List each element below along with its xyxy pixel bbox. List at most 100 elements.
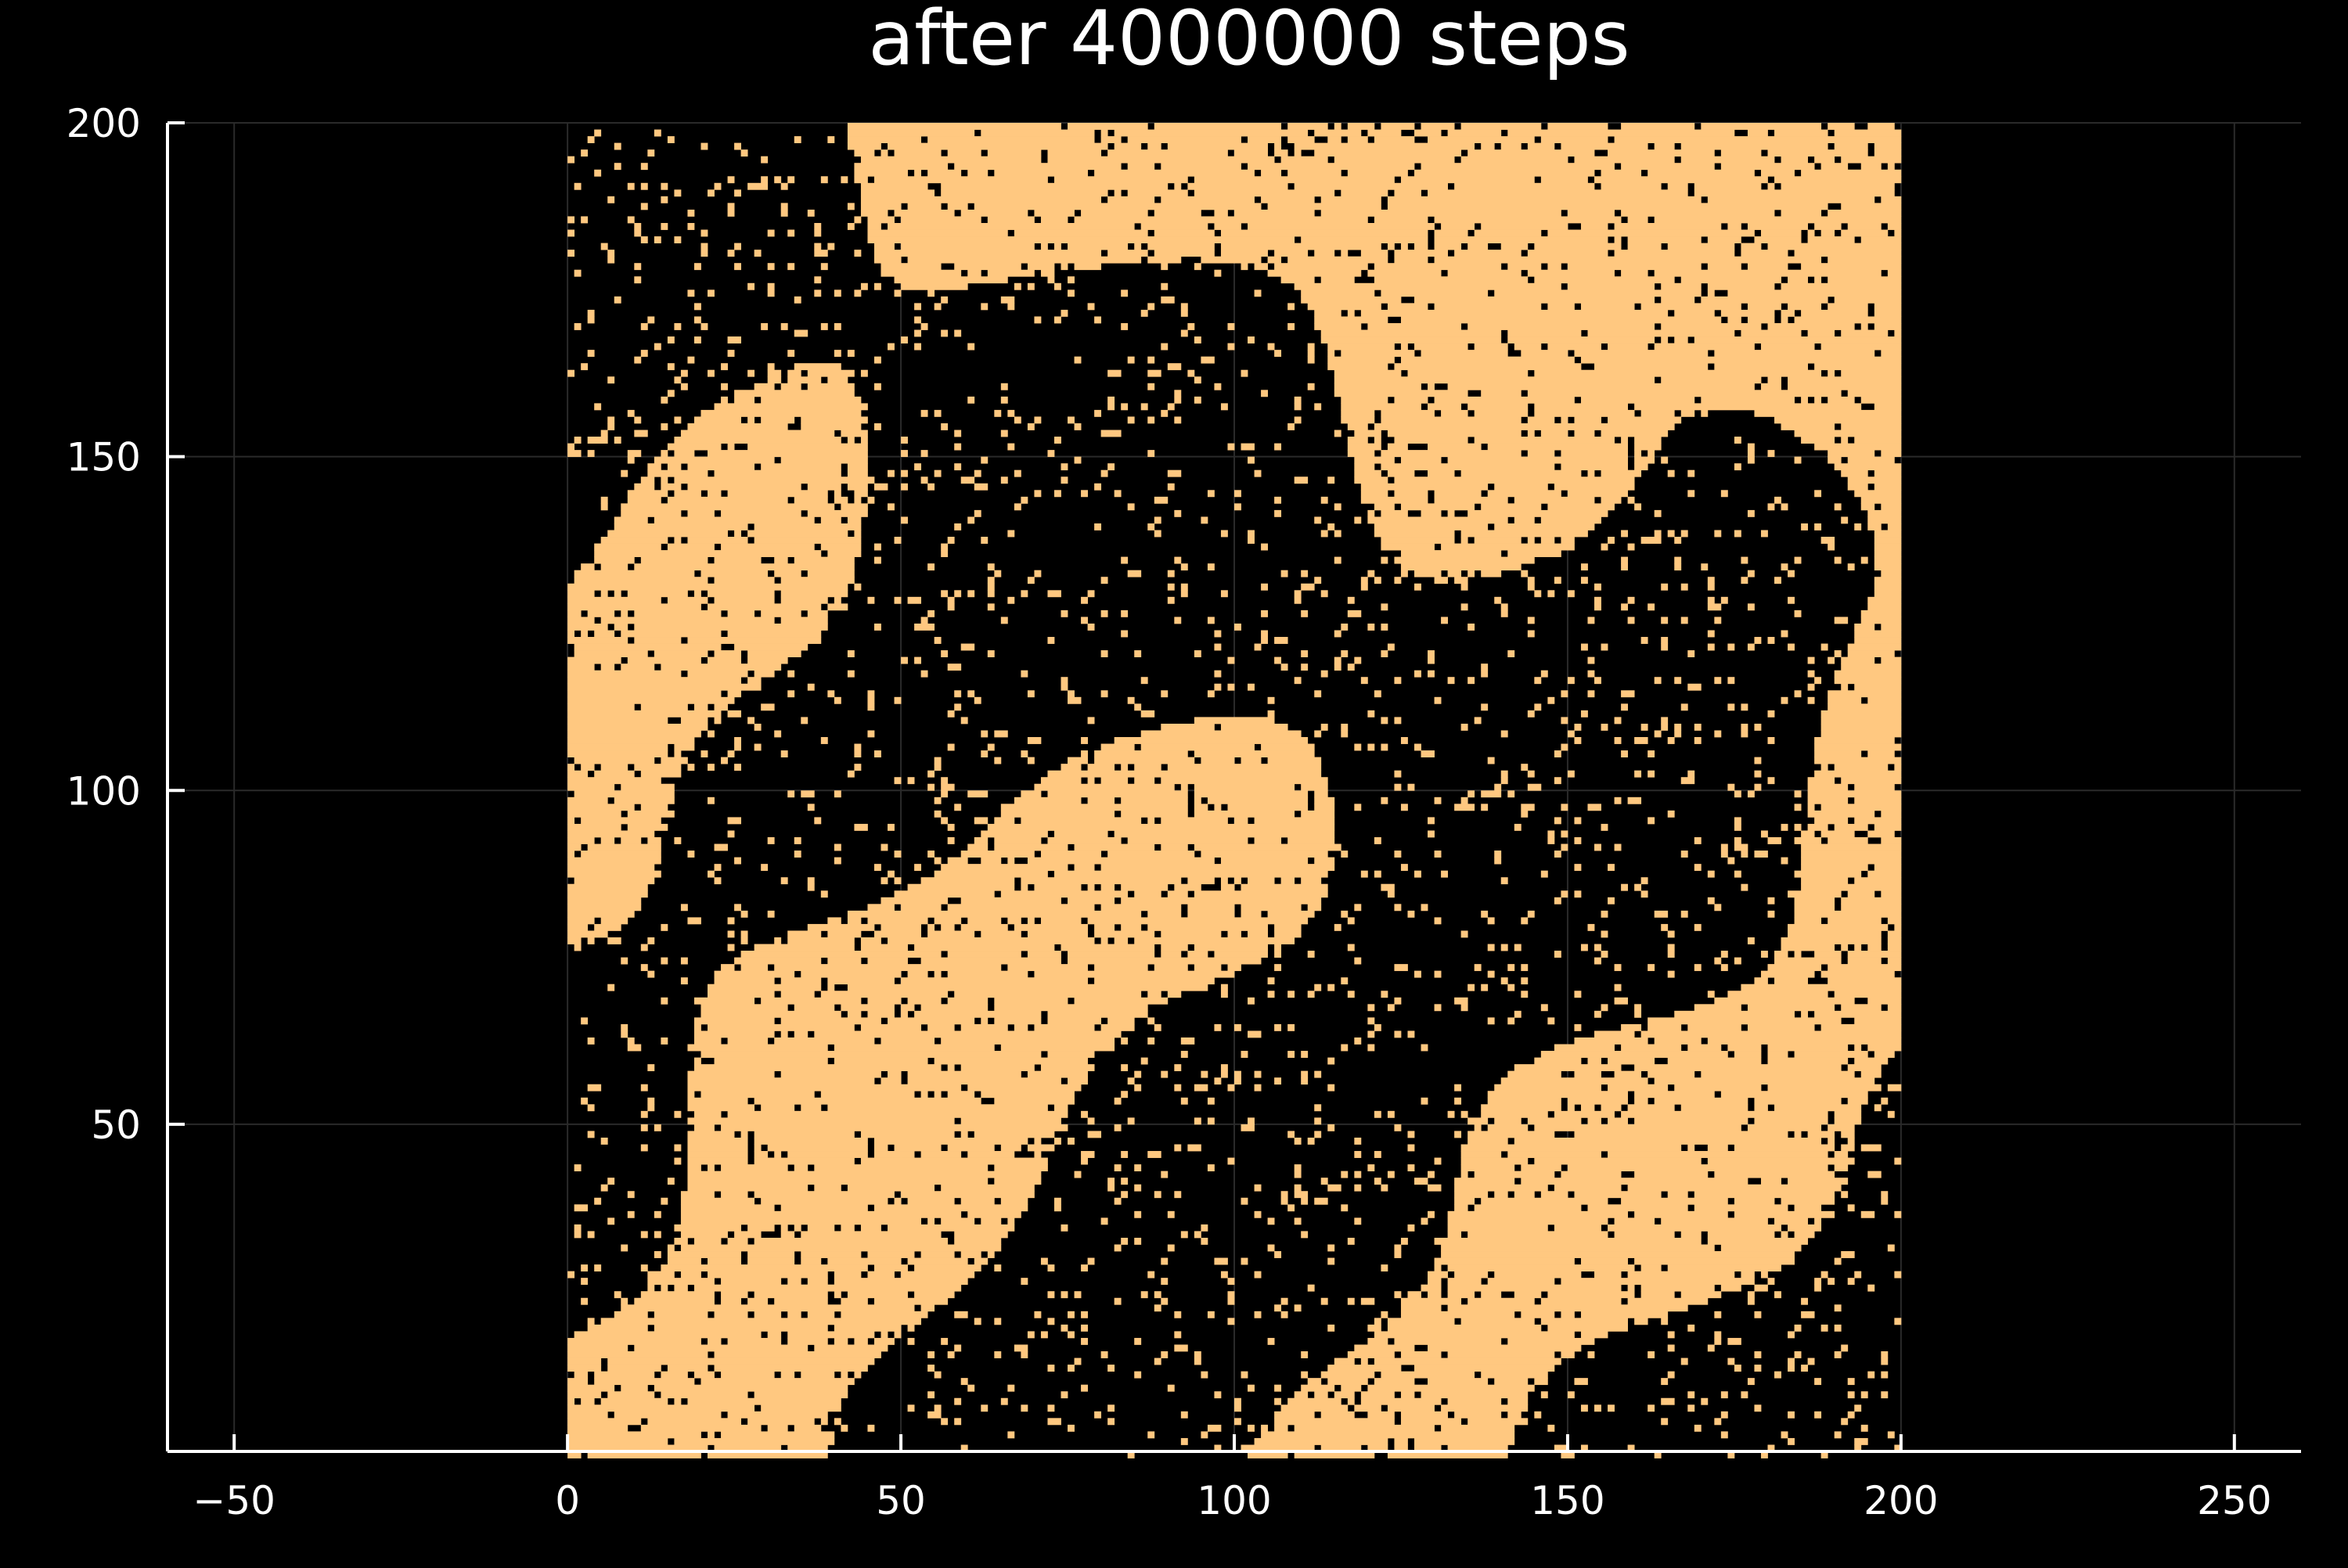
spin-up-cell-run: [1534, 276, 1675, 284]
spin-up-cell-run: [1601, 543, 1608, 551]
spin-up-cell-run: [687, 290, 695, 297]
spin-up-cell-run: [1287, 303, 1295, 311]
spin-up-cell-run: [1068, 897, 1115, 904]
spin-up-cell-run: [960, 1117, 1061, 1125]
spin-up-cell-run: [1053, 1104, 1068, 1112]
spin-up-cell-run: [1881, 836, 1902, 844]
spin-up-cell-run: [1661, 583, 1669, 591]
spin-up-cell-run: [1847, 1097, 1868, 1105]
spin-up-cell-run: [1854, 1017, 1902, 1025]
spin-up-cell-run: [780, 590, 848, 598]
spin-up-cell-run: [947, 149, 981, 157]
spin-up-cell-run: [1274, 1397, 1282, 1405]
spin-up-cell-run: [1727, 1358, 1735, 1365]
spin-up-cell-run: [1574, 817, 1582, 825]
spin-up-cell-run: [687, 637, 822, 644]
spin-up-cell-run: [1814, 1217, 1822, 1225]
spin-up-cell-run: [1801, 263, 1902, 271]
spin-up-cell-run: [1481, 703, 1489, 711]
spin-up-cell-run: [1227, 964, 1241, 972]
spin-up-cell-run: [1121, 1064, 1129, 1072]
spin-up-cell-run: [661, 1371, 688, 1379]
spin-up-cell-run: [1687, 1391, 1695, 1399]
spin-up-cell-run: [767, 263, 775, 271]
spin-up-cell-run: [627, 490, 668, 498]
spin-up-cell-run: [941, 777, 949, 785]
spin-up-cell-run: [1594, 843, 1601, 851]
spin-up-cell-run: [1294, 1191, 1309, 1199]
spin-up-cell-run: [587, 309, 595, 317]
spin-up-cell-run: [1680, 530, 1688, 538]
spin-up-cell-run: [767, 376, 782, 384]
spin-up-cell-run: [708, 1023, 855, 1031]
spin-up-cell-run: [1187, 951, 1208, 958]
spin-up-cell-run: [581, 1017, 589, 1025]
spin-up-cell-run: [1287, 1051, 1295, 1058]
spin-up-cell-run: [1180, 1411, 1188, 1419]
x-tick-label: 200: [1864, 1478, 1938, 1523]
spin-up-cell-run: [1201, 1224, 1208, 1232]
spin-up-cell-run: [1014, 503, 1021, 511]
spin-up-cell-run: [901, 904, 942, 912]
spin-up-cell-run: [721, 757, 728, 764]
spin-up-cell-run: [1040, 1331, 1048, 1339]
spin-up-cell-run: [1654, 910, 1669, 918]
spin-up-cell-run: [994, 1178, 1042, 1185]
spin-up-cell-run: [1820, 970, 1895, 978]
spin-up-cell-run: [754, 383, 775, 390]
spin-up-cell-run: [854, 750, 862, 757]
spin-up-cell-run: [1061, 477, 1068, 484]
spin-up-cell-run: [1354, 1217, 1362, 1225]
spin-up-cell-run: [1007, 530, 1015, 538]
spin-up-cell-run: [954, 991, 1142, 998]
spin-up-cell-run: [1274, 149, 1288, 157]
spin-up-cell-run: [700, 1010, 841, 1018]
spin-up-cell-run: [1801, 857, 1902, 865]
spin-up-cell-run: [1381, 123, 1415, 130]
spin-up-cell-run: [1814, 276, 1822, 284]
spin-up-cell-run: [1154, 530, 1161, 538]
spin-up-cell-run: [1267, 696, 1275, 704]
spin-up-cell-run: [1314, 690, 1322, 698]
spin-up-cell-run: [1400, 316, 1722, 324]
spin-up-cell-run: [1248, 997, 1255, 1005]
spin-up-cell-run: [587, 843, 661, 851]
spin-up-cell-run: [1540, 1297, 1622, 1305]
spin-up-cell-run: [1894, 923, 1902, 931]
spin-up-cell-run: [1834, 503, 1842, 511]
spin-up-cell-run: [1874, 550, 1902, 558]
spin-up-cell-run: [1854, 783, 1895, 791]
spin-up-cell-run: [847, 1010, 862, 1018]
spin-up-cell-run: [1274, 496, 1282, 504]
spin-up-cell-run: [693, 1110, 722, 1118]
spin-up-cell-run: [567, 897, 642, 904]
spin-up-cell-run: [1608, 416, 1682, 424]
spin-up-cell-run: [1807, 329, 1835, 337]
spin-up-cell-run: [1674, 563, 1682, 571]
spin-up-cell-run: [647, 836, 661, 844]
spin-up-cell-run: [1314, 149, 1462, 157]
spin-up-cell-run: [1881, 656, 1902, 664]
spin-up-cell-run: [1561, 463, 1629, 471]
spin-up-cell-run: [587, 1084, 602, 1091]
spin-up-cell-run: [934, 1057, 1088, 1065]
spin-up-cell-run: [1661, 643, 1669, 651]
spin-up-cell-run: [667, 496, 788, 504]
spin-up-cell-run: [1801, 1365, 1809, 1372]
spin-up-cell-run: [1661, 282, 1702, 290]
spin-up-cell-run: [1567, 490, 1629, 498]
spin-up-cell-run: [920, 877, 1015, 885]
spin-up-cell-run: [888, 222, 1135, 230]
spin-up-cell-run: [1894, 229, 1902, 237]
spin-up-cell-run: [634, 430, 648, 437]
spin-up-cell-run: [807, 369, 855, 377]
spin-up-cell-run: [1614, 843, 1622, 851]
spin-up-cell-run: [1468, 322, 1655, 330]
spin-up-cell-run: [1747, 129, 1768, 137]
spin-up-cell-run: [1860, 1391, 1868, 1399]
spin-up-cell-run: [1327, 477, 1335, 484]
spin-up-cell-run: [581, 1297, 589, 1305]
spin-up-cell-run: [854, 149, 875, 157]
spin-up-cell-run: [854, 163, 949, 171]
spin-up-cell-run: [627, 182, 635, 190]
